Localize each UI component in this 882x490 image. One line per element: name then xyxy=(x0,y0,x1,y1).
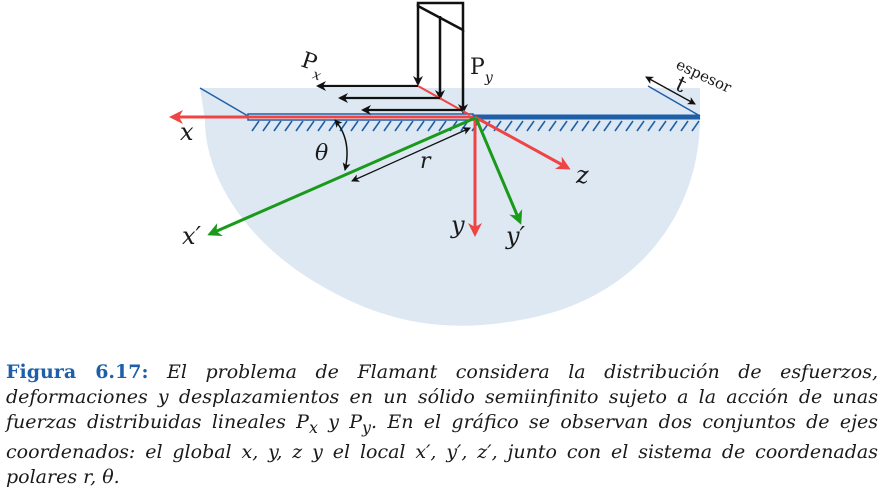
caption-figure-label: Figura 6.17: xyxy=(6,361,149,383)
hatch-mark xyxy=(273,120,282,132)
px-label: Px xyxy=(296,48,327,85)
axis-z-arrow xyxy=(474,115,571,170)
axis-x-local-label: x′ xyxy=(182,222,202,250)
radius-label: r xyxy=(420,149,432,174)
hatch-mark xyxy=(636,120,645,132)
hatch-mark xyxy=(306,120,315,132)
radius-dimension-arrow xyxy=(351,127,471,182)
hatch-mark xyxy=(647,120,656,132)
axis-y-label: y xyxy=(450,211,465,239)
hatch-mark xyxy=(592,120,601,132)
hatch-mark xyxy=(317,120,326,132)
hatch-mark xyxy=(482,120,491,132)
hatch-mark xyxy=(581,120,590,132)
hatch-mark xyxy=(614,120,623,132)
hatch-mark xyxy=(669,120,678,132)
hatch-mark xyxy=(515,120,524,132)
py-label: Py xyxy=(470,55,494,86)
hatch-mark xyxy=(537,120,546,132)
hatch-mark xyxy=(526,120,535,132)
py-load xyxy=(413,1,468,114)
axis-z-label: z xyxy=(575,161,589,189)
theta-label: θ xyxy=(315,141,328,166)
hatch-mark xyxy=(251,120,260,132)
hatch-mark xyxy=(625,120,634,132)
hatch-mark xyxy=(559,120,568,132)
figure-caption: Figura 6.17: El problema de Flamant cons… xyxy=(6,360,878,490)
hatch-mark xyxy=(548,120,557,132)
hatch-mark xyxy=(570,120,579,132)
semi-infinite-solid xyxy=(200,88,700,326)
hatch-mark xyxy=(603,120,612,132)
theta-arc xyxy=(334,119,351,171)
axis-y-local-label: y′ xyxy=(505,222,526,250)
hatch-mark xyxy=(658,120,667,132)
thickness-dimension-arrow xyxy=(645,76,696,105)
hatch-mark xyxy=(295,120,304,132)
hatch-mark xyxy=(262,120,271,132)
axis-x-label: x xyxy=(180,118,194,146)
axis-y-local-arrow xyxy=(474,117,523,225)
hatch-mark xyxy=(284,120,293,132)
hatch-mark xyxy=(691,120,700,132)
flamant-diagram: espesor t Py Px x y z x′ y′ θ r xyxy=(169,1,735,326)
solid-left-edge xyxy=(199,87,249,117)
px-load xyxy=(316,81,471,116)
caption-text: El problema de Flamant considera la dist… xyxy=(6,361,878,488)
hatch-mark xyxy=(504,120,513,132)
hatch-mark xyxy=(680,120,689,132)
